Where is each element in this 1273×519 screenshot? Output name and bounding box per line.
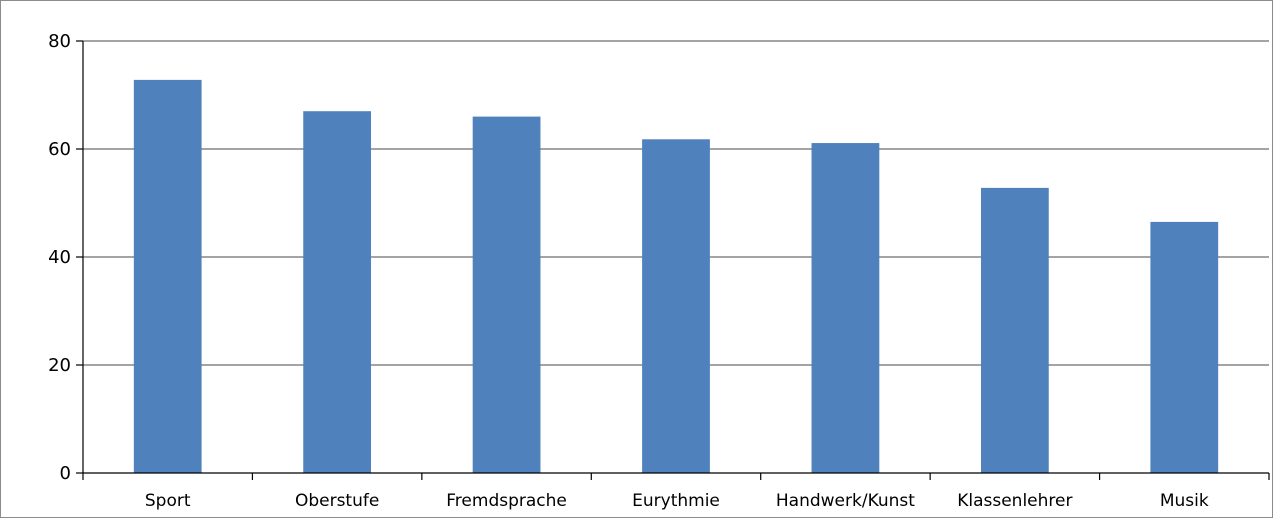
y-tick-label: 60: [48, 139, 71, 160]
y-tick-label: 80: [48, 31, 71, 52]
y-tick-label: 40: [48, 247, 71, 268]
x-category-label: Eurythmie: [632, 491, 720, 511]
x-category-label: Fremdsprache: [446, 491, 567, 511]
labels: 0 20 40 60 80 Sport Oberstufe Fremdsprache Euryt…: [48, 31, 1209, 511]
bars: [133, 79, 1219, 473]
bar: [472, 116, 541, 473]
x-category-label: Klassenlehrer: [957, 491, 1072, 511]
bar: [133, 79, 202, 473]
y-tick-label: 0: [60, 463, 71, 484]
bar: [1150, 221, 1219, 473]
x-category-label: Oberstufe: [295, 491, 379, 511]
x-category-label: Handwerk/Kunst: [776, 491, 915, 511]
bar: [303, 111, 372, 473]
x-category-label: Musik: [1160, 491, 1209, 511]
y-tick-label: 20: [48, 355, 71, 376]
x-category-label: Sport: [145, 491, 191, 511]
bar: [642, 139, 710, 473]
bar: [980, 187, 1049, 473]
bar: [811, 143, 880, 473]
axes: [76, 40, 1270, 480]
